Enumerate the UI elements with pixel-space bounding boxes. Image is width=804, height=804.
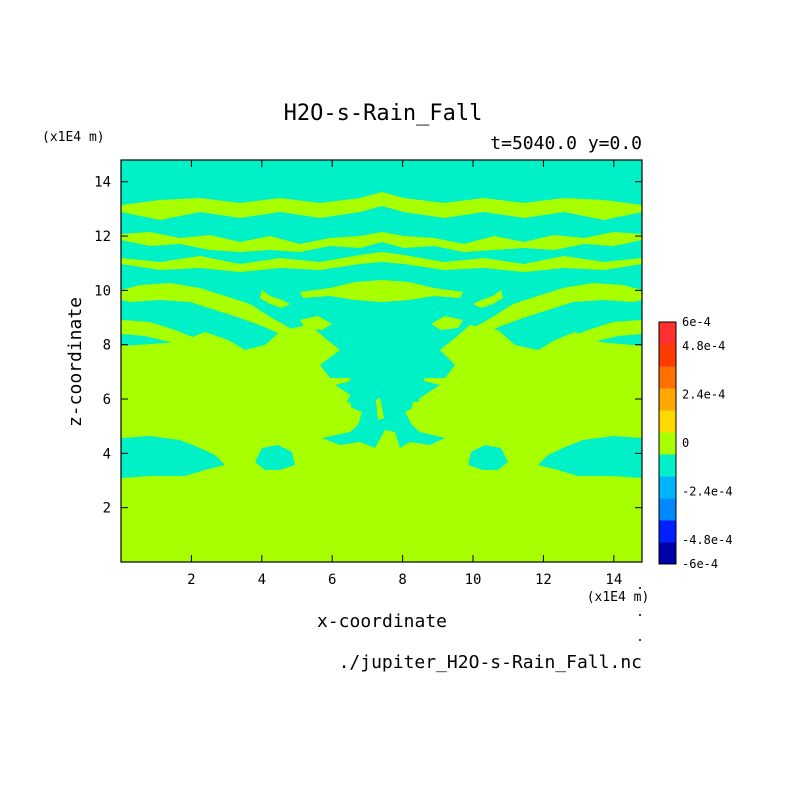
- field-layer: [121, 160, 642, 562]
- colorbar-label: -4.8e-4: [682, 533, 733, 547]
- lower-negative-band: [121, 436, 225, 478]
- x-tick-label: 14: [605, 572, 622, 588]
- upper-positive-streaks: [121, 192, 642, 420]
- colorbar-swatch: [659, 366, 676, 389]
- y-tick-label: 6: [103, 392, 111, 408]
- colorbar-swatch: [659, 476, 676, 499]
- x-tick-label: 8: [398, 572, 406, 588]
- x-tick-label: 4: [258, 572, 266, 588]
- colorbar-swatch: [659, 520, 676, 543]
- y-tick-label: 10: [94, 283, 111, 299]
- lower-blob-right: [468, 445, 508, 470]
- plot-frame: [120, 159, 643, 563]
- x-axis-ticks: 2 4 6 8 10 12 14: [187, 160, 622, 588]
- x-tick-label: 2: [187, 572, 195, 588]
- y-tick-label: 2: [103, 501, 111, 517]
- colorbar-swatch: [659, 542, 676, 565]
- y-unit-label: (x1E4 m): [42, 130, 105, 145]
- colorbar-label: 2.4e-4: [682, 388, 725, 402]
- x-tick-label: 10: [465, 572, 482, 588]
- y-tick-label: 14: [94, 175, 111, 191]
- colorbar-swatch: [659, 432, 676, 455]
- colorbar-label: 6e-4: [682, 315, 711, 329]
- colorbar-swatch: [659, 410, 676, 433]
- chart-title: H2O-s-Rain_Fall: [284, 101, 483, 126]
- marker-dot: [639, 639, 641, 641]
- lower-negative-band-right: [538, 436, 642, 478]
- marker-dot: [639, 614, 641, 616]
- x-axis-label: x-coordinate: [317, 611, 447, 632]
- colorbar-swatch: [659, 388, 676, 411]
- chart-subtitle: t=5040.0 y=0.0: [490, 133, 642, 154]
- footer-filename: ./jupiter_H2O-s-Rain_Fall.nc: [339, 652, 642, 673]
- y-tick-label: 12: [94, 229, 111, 245]
- x-tick-label: 6: [328, 572, 336, 588]
- y-axis-label: z-coordinate: [65, 297, 86, 427]
- colorbar-swatch: [659, 454, 676, 477]
- colorbar-label: -2.4e-4: [682, 484, 733, 498]
- y-axis-ticks: 2 4 6 8 10 12 14: [94, 175, 642, 517]
- colorbar-frame: [658, 321, 677, 565]
- colorbar-swatch: [659, 498, 676, 521]
- central-column: [320, 345, 455, 448]
- colorbar: [658, 321, 677, 565]
- colorbar-label: -6e-4: [682, 557, 718, 571]
- y-tick-label: 8: [103, 338, 111, 354]
- colorbar-labels: 6e-4 4.8e-4 2.4e-4 0 -2.4e-4 -4.8e-4 -6e-4: [682, 315, 733, 571]
- x-tick-label: 12: [535, 572, 552, 588]
- y-tick-label: 4: [103, 446, 111, 462]
- upper-negative-region: [121, 160, 642, 398]
- colorbar-swatch: [659, 344, 676, 367]
- lower-blob-left: [255, 445, 295, 470]
- x-unit-label: (x1E4 m): [587, 590, 650, 605]
- colorbar-label: 0: [682, 436, 689, 450]
- marker-dot: [639, 587, 641, 589]
- colorbar-label: 4.8e-4: [682, 339, 725, 353]
- colorbar-swatch: [659, 322, 676, 345]
